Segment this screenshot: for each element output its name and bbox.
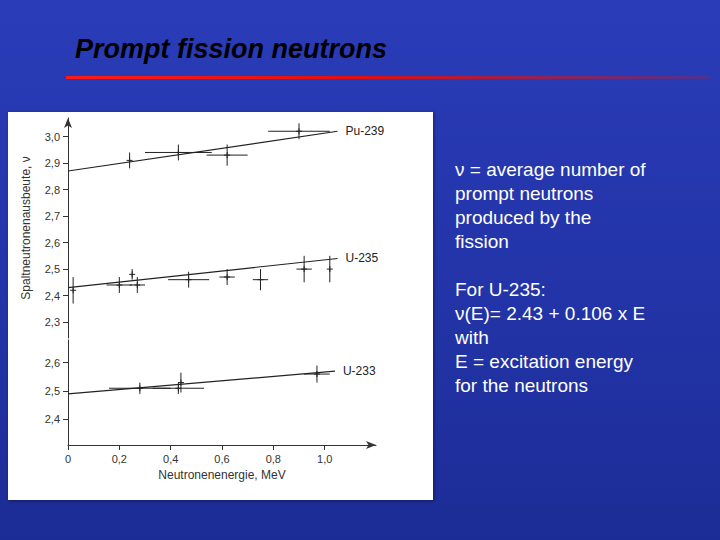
html-text:prompt neutrons: prompt neutrons bbox=[455, 183, 594, 204]
html-text:Prompt fission neutrons: Prompt fission neutrons bbox=[75, 34, 387, 64]
html-text:For U-235:: For U-235: bbox=[455, 279, 546, 300]
svg-text:U-233: U-233 bbox=[343, 364, 376, 378]
html-text:produced by the: produced by the bbox=[455, 207, 592, 228]
svg-text:2,4: 2,4 bbox=[45, 290, 60, 302]
svg-text:2,9: 2,9 bbox=[45, 157, 60, 169]
html-text:fission: fission bbox=[455, 231, 509, 252]
html-text:ν(E)= 2.43 + 0.106 x E: ν(E)= 2.43 + 0.106 x E bbox=[455, 303, 646, 324]
svg-text:2,4: 2,4 bbox=[45, 413, 60, 425]
svg-text:0,2: 0,2 bbox=[112, 453, 127, 465]
svg-text:2,6: 2,6 bbox=[45, 357, 60, 369]
html-text:ν = average number of: ν = average number of bbox=[455, 159, 646, 180]
svg-text:2,6: 2,6 bbox=[45, 237, 60, 249]
svg-text:2,7: 2,7 bbox=[45, 210, 60, 222]
svg-text:Neutronenenergie, MeV: Neutronenenergie, MeV bbox=[158, 468, 285, 482]
svg-text:0,8: 0,8 bbox=[266, 453, 281, 465]
svg-text:2,3: 2,3 bbox=[45, 316, 60, 328]
svg-text:0,6: 0,6 bbox=[214, 453, 229, 465]
svg-text:Pu-239: Pu-239 bbox=[346, 124, 385, 138]
html-text:E = excitation energy: E = excitation energy bbox=[455, 351, 633, 372]
svg-text:0,4: 0,4 bbox=[163, 453, 178, 465]
svg-text:Spaltneutronenausbeute, ν: Spaltneutronenausbeute, ν bbox=[19, 156, 33, 299]
svg-text:2,5: 2,5 bbox=[45, 385, 60, 397]
svg-text:2,5: 2,5 bbox=[45, 263, 60, 275]
html-text:for the neutrons: for the neutrons bbox=[455, 375, 589, 396]
svg-text:2,8: 2,8 bbox=[45, 184, 60, 196]
svg-text:0: 0 bbox=[65, 453, 71, 465]
svg-text:U-235: U-235 bbox=[346, 251, 379, 265]
html-text:with: with bbox=[455, 327, 489, 348]
svg-text:3,0: 3,0 bbox=[45, 131, 60, 143]
svg-text:1,0: 1,0 bbox=[317, 453, 332, 465]
